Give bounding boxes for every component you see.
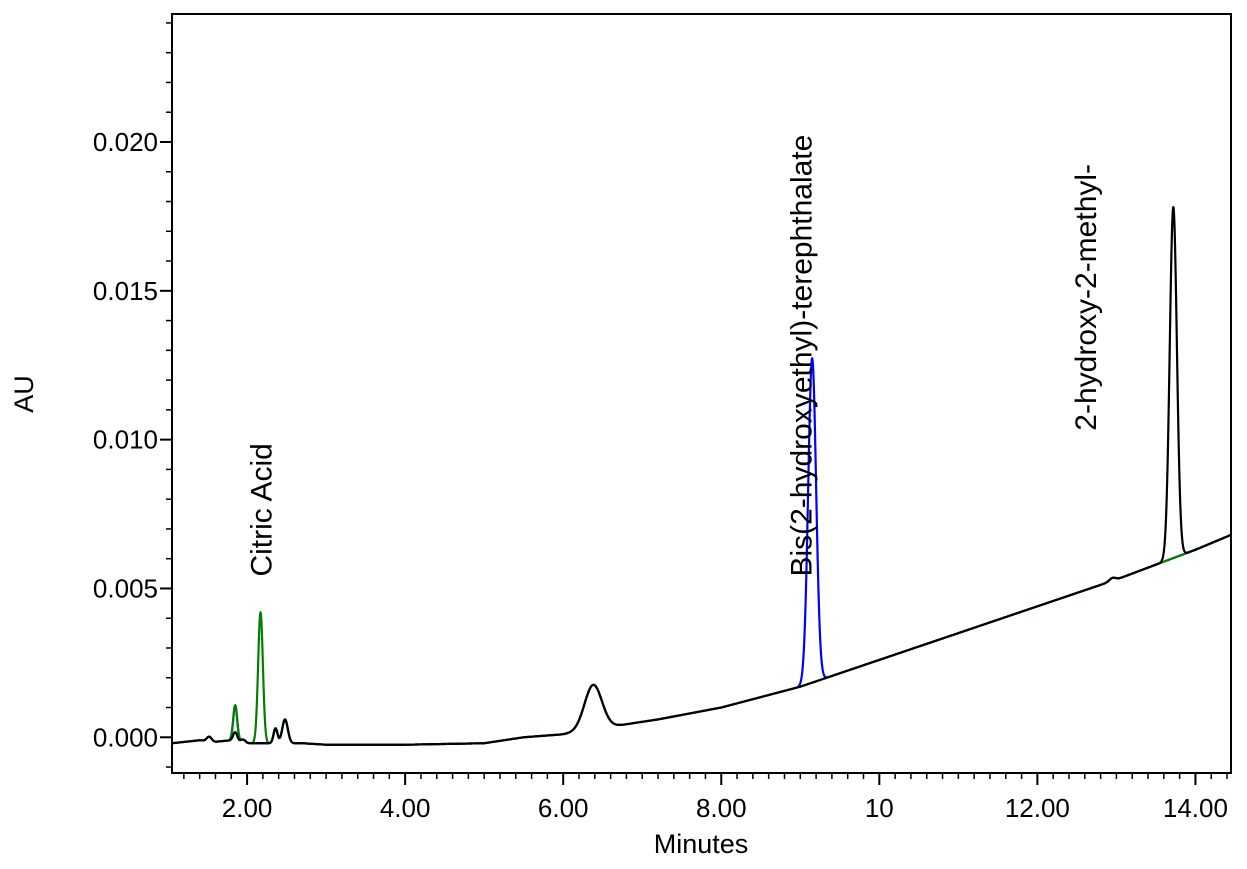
y-axis-title: AU xyxy=(9,375,39,413)
x-tick-label: 12.00 xyxy=(1005,793,1070,823)
peak-annotation: 2-hydroxy-2-methyl- xyxy=(1070,164,1103,431)
series-line-1 xyxy=(171,533,1232,746)
x-tick-label: 2.00 xyxy=(222,793,273,823)
y-tick-label: 0.005 xyxy=(93,573,158,603)
annotation-group: Citric Acid Bis(2-hydroxyethyl)-terephtha… xyxy=(246,135,1103,577)
y-tick-label: 0.015 xyxy=(93,276,158,306)
x-tick-label: 4.00 xyxy=(380,793,431,823)
peak-annotation: Bis(2-hydroxyethyl)-terephthalate xyxy=(785,135,818,577)
x-axis-title: Minutes xyxy=(654,829,749,859)
y-tick-label: 0.010 xyxy=(93,425,158,455)
x-tick-label: 6.00 xyxy=(538,793,589,823)
x-tick-label: 8.00 xyxy=(696,793,747,823)
peak-annotation: Citric Acid xyxy=(246,443,279,576)
x-tick-label: 14.00 xyxy=(1163,793,1228,823)
y-axis-ticks: 0.000 0.005 0.010 0.015 0.020 xyxy=(93,127,172,752)
plot-frame xyxy=(171,13,1232,774)
y-tick-label: 0.000 xyxy=(93,722,158,752)
x-tick-label: 10 xyxy=(865,793,894,823)
series-group xyxy=(171,206,1232,746)
series-line-2 xyxy=(171,206,1232,746)
y-tick-label: 0.020 xyxy=(93,127,158,157)
x-axis-ticks: 2.00 4.00 6.00 8.00 10 12.00 14.00 xyxy=(183,773,1228,823)
